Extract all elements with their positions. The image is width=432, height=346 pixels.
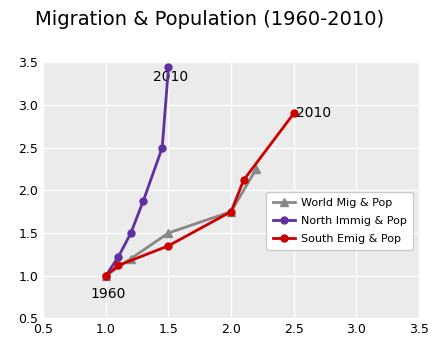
World Mig & Pop: [229, 210, 234, 214]
World Mig & Pop: [254, 167, 259, 171]
South Emig & Pop: [291, 111, 296, 116]
World Mig & Pop: [103, 274, 108, 278]
World Mig & Pop: [128, 256, 133, 261]
North Immig & Pop: [159, 146, 165, 150]
Line: North Immig & Pop: North Immig & Pop: [102, 64, 172, 279]
Line: World Mig & Pop: World Mig & Pop: [102, 165, 260, 280]
South Emig & Pop: [229, 210, 234, 214]
Text: 2010: 2010: [296, 107, 331, 120]
North Immig & Pop: [128, 231, 133, 235]
World Mig & Pop: [166, 231, 171, 235]
North Immig & Pop: [166, 65, 171, 70]
South Emig & Pop: [166, 244, 171, 248]
South Emig & Pop: [241, 178, 246, 182]
North Immig & Pop: [103, 274, 108, 278]
Text: 1960: 1960: [91, 287, 126, 301]
North Immig & Pop: [116, 255, 121, 259]
Text: Migration & Population (1960-2010): Migration & Population (1960-2010): [35, 10, 384, 29]
North Immig & Pop: [141, 199, 146, 203]
Legend: World Mig & Pop, North Immig & Pop, South Emig & Pop: World Mig & Pop, North Immig & Pop, Sout…: [267, 192, 413, 251]
Text: 2010: 2010: [153, 70, 189, 84]
South Emig & Pop: [116, 263, 121, 267]
Line: South Emig & Pop: South Emig & Pop: [102, 110, 297, 279]
South Emig & Pop: [103, 274, 108, 278]
